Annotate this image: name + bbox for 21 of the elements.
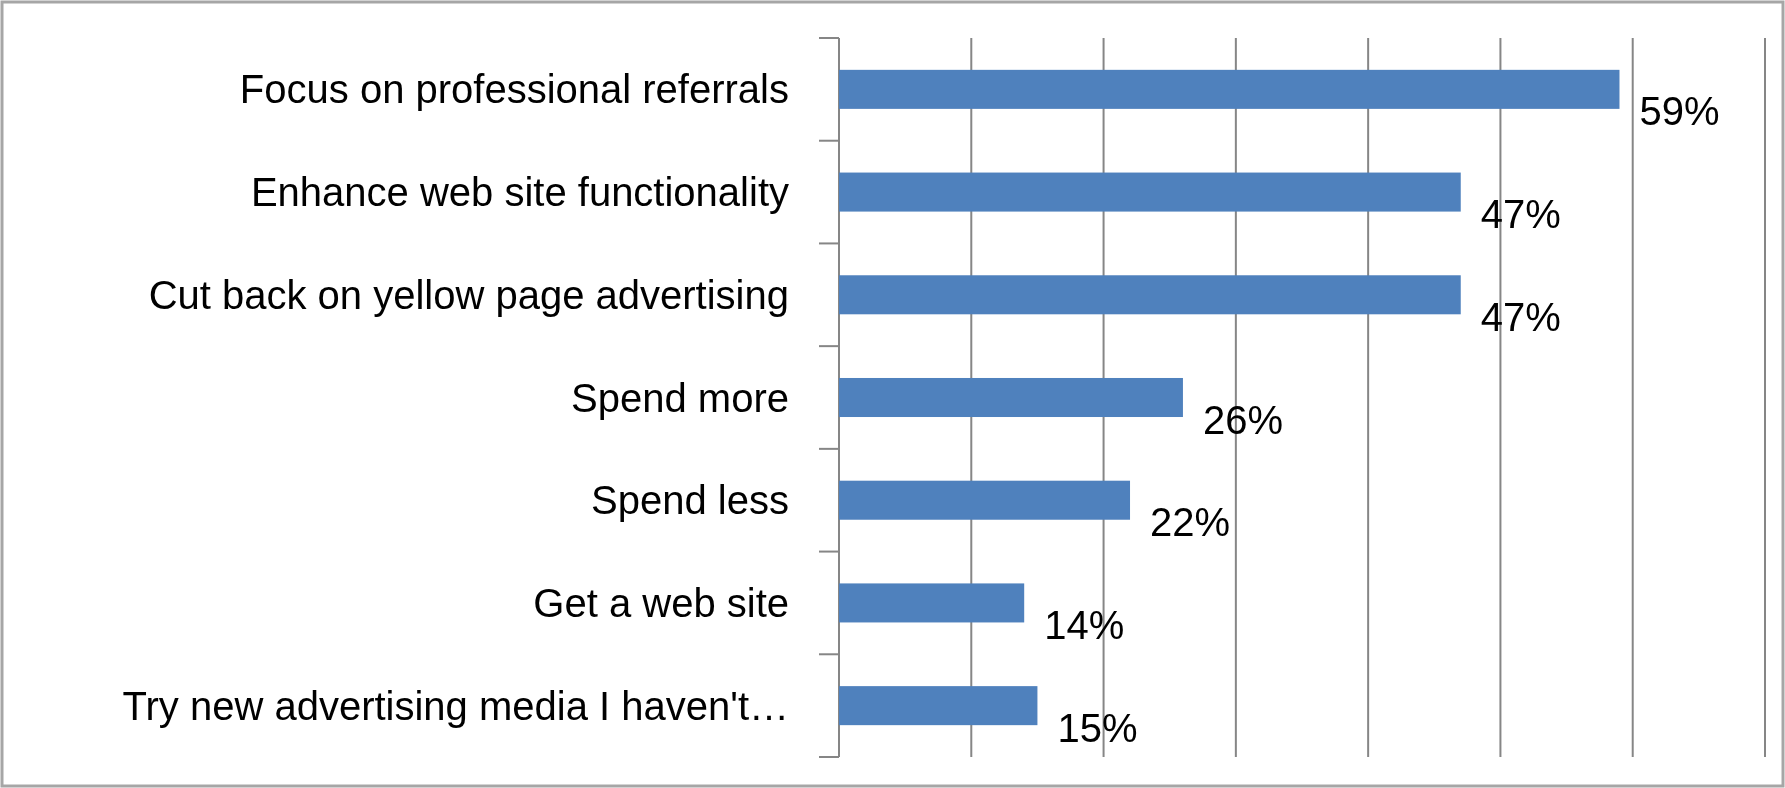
- y-tick-label: Try new advertising media I haven't…: [122, 683, 789, 728]
- data-label: 22%: [1150, 500, 1231, 545]
- y-tick-label: Get a web site: [533, 580, 789, 625]
- bar: [839, 377, 1183, 418]
- data-label: 47%: [1480, 294, 1561, 339]
- bar: [839, 172, 1461, 212]
- y-tick-label: Spend more: [571, 375, 789, 420]
- y-tick-label: Spend less: [591, 478, 789, 523]
- data-label: 59%: [1639, 89, 1720, 134]
- bar: [839, 480, 1131, 520]
- bar: [839, 686, 1038, 726]
- y-tick-label: Cut back on yellow page advertising: [148, 272, 789, 317]
- y-tick-label: Focus on professional referrals: [239, 67, 789, 112]
- bar: [839, 583, 1025, 623]
- data-label: 15%: [1057, 705, 1138, 750]
- data-label: 47%: [1480, 192, 1561, 237]
- y-tick-label: Enhance web site functionality: [250, 170, 789, 215]
- data-label: 26%: [1202, 397, 1284, 442]
- data-label: 14%: [1044, 602, 1125, 647]
- bar: [839, 69, 1620, 109]
- bar: [839, 275, 1461, 315]
